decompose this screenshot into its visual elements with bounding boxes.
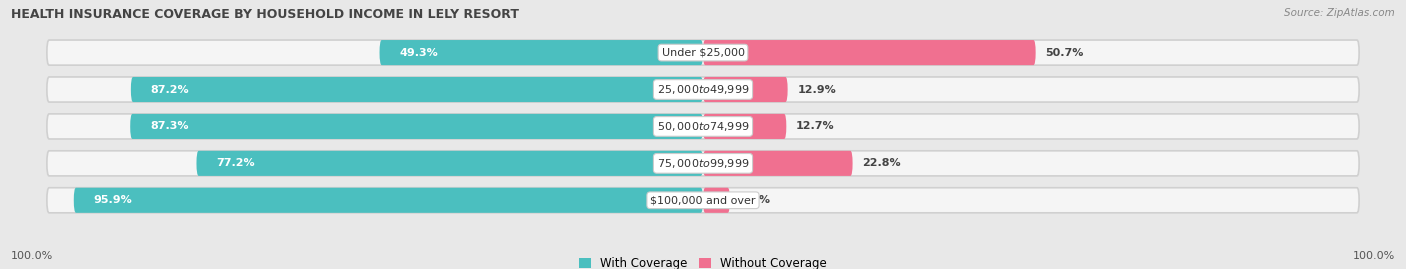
Text: Under $25,000: Under $25,000 (661, 48, 745, 58)
FancyBboxPatch shape (197, 151, 703, 176)
FancyBboxPatch shape (703, 114, 786, 139)
FancyBboxPatch shape (46, 40, 1360, 65)
FancyBboxPatch shape (703, 151, 852, 176)
Text: $100,000 and over: $100,000 and over (650, 195, 756, 205)
FancyBboxPatch shape (131, 77, 703, 102)
Text: HEALTH INSURANCE COVERAGE BY HOUSEHOLD INCOME IN LELY RESORT: HEALTH INSURANCE COVERAGE BY HOUSEHOLD I… (11, 8, 519, 21)
Text: 100.0%: 100.0% (1353, 251, 1395, 261)
Text: 87.2%: 87.2% (150, 84, 190, 94)
Text: 12.9%: 12.9% (797, 84, 837, 94)
FancyBboxPatch shape (131, 114, 703, 139)
Text: 100.0%: 100.0% (11, 251, 53, 261)
Text: $75,000 to $99,999: $75,000 to $99,999 (657, 157, 749, 170)
Text: 4.1%: 4.1% (740, 195, 770, 205)
FancyBboxPatch shape (703, 40, 1036, 65)
Text: 49.3%: 49.3% (399, 48, 437, 58)
Text: 95.9%: 95.9% (93, 195, 132, 205)
FancyBboxPatch shape (46, 151, 1360, 176)
Text: Source: ZipAtlas.com: Source: ZipAtlas.com (1284, 8, 1395, 18)
Text: 22.8%: 22.8% (862, 158, 901, 168)
FancyBboxPatch shape (46, 114, 1360, 139)
FancyBboxPatch shape (703, 77, 787, 102)
Text: 50.7%: 50.7% (1046, 48, 1084, 58)
FancyBboxPatch shape (46, 77, 1360, 102)
Text: 12.7%: 12.7% (796, 121, 835, 132)
Text: 87.3%: 87.3% (150, 121, 188, 132)
FancyBboxPatch shape (46, 188, 1360, 213)
Legend: With Coverage, Without Coverage: With Coverage, Without Coverage (574, 253, 832, 269)
Text: $50,000 to $74,999: $50,000 to $74,999 (657, 120, 749, 133)
Text: $25,000 to $49,999: $25,000 to $49,999 (657, 83, 749, 96)
Text: 77.2%: 77.2% (217, 158, 254, 168)
FancyBboxPatch shape (73, 188, 703, 213)
FancyBboxPatch shape (380, 40, 703, 65)
FancyBboxPatch shape (703, 188, 730, 213)
